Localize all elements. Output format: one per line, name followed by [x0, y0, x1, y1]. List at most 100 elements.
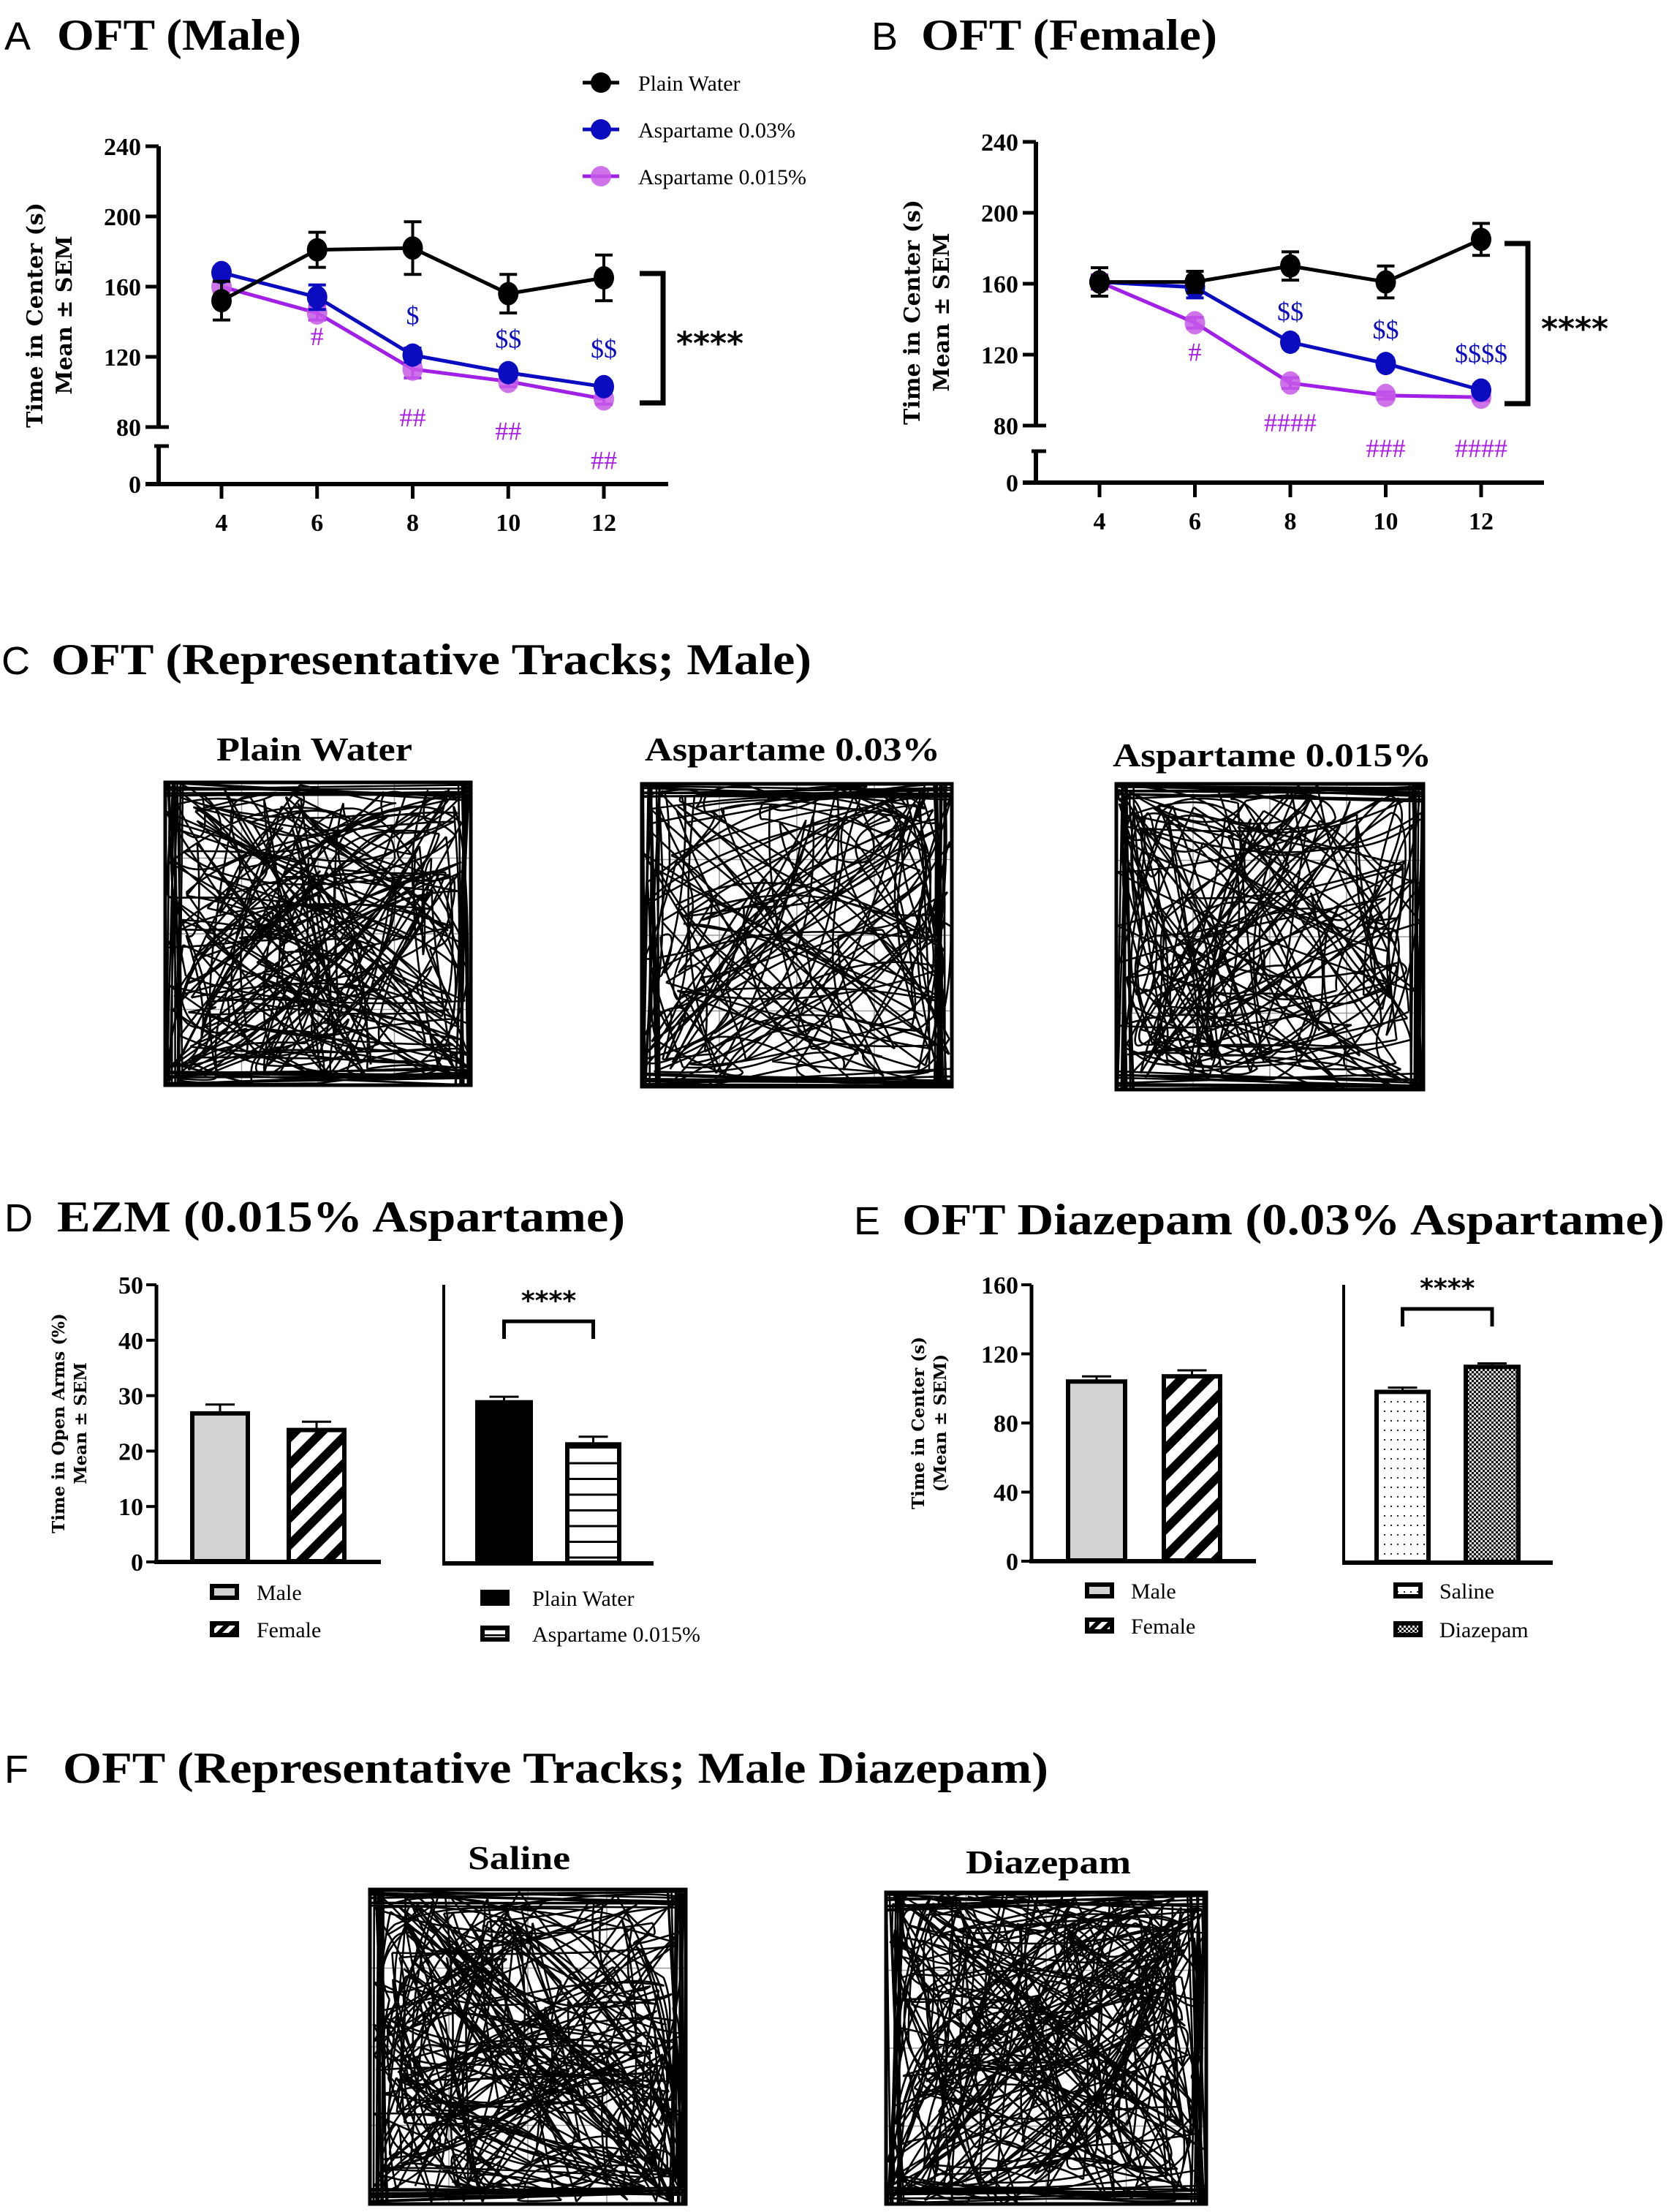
y-tick-label: 80: [116, 415, 141, 442]
y-axis-label: Time in Open Arms (%) Mean ± SEM: [49, 1313, 91, 1533]
significance-bracket: [502, 1319, 595, 1339]
y-tick-label: 240: [981, 129, 1018, 156]
legend-marker-swatch: [591, 72, 611, 93]
x-tick-label: 8: [406, 510, 419, 537]
y-tick-label: 0: [131, 1549, 143, 1577]
panel-title-f: OFT (Representative Tracks; Male Diazepa…: [63, 1744, 1048, 1792]
legend-label: Aspartame 0.03%: [638, 118, 795, 143]
bar-aspartame-0-015-: [565, 1442, 621, 1565]
movement-track-wall: [369, 1889, 686, 2205]
data-point: [402, 236, 423, 260]
sig-label-0015: ##: [495, 417, 521, 446]
data-point: [1280, 331, 1301, 355]
data-point: [211, 289, 232, 313]
panel-title-e: OFT Diazepam (0.03% Aspartame): [902, 1196, 1665, 1244]
series-aspartame-0-03-: [211, 260, 614, 399]
panel-title-b: OFT (Female): [921, 11, 1217, 59]
movement-track: [1116, 783, 1424, 1090]
data-point: [1471, 227, 1491, 252]
y-tick-label: 0: [129, 472, 141, 499]
y-tick-label: 240: [104, 134, 141, 161]
panel-title-d: EZM (0.015% Aspartame): [57, 1193, 625, 1241]
sig-label-003: $$: [1277, 297, 1303, 326]
data-point: [1089, 270, 1110, 294]
data-point: [1375, 383, 1396, 407]
panel-b-header: B OFT (Female): [871, 11, 1217, 59]
sig-label-003: $: [406, 301, 420, 331]
arena-border: [163, 780, 473, 1087]
legend-label: Aspartame 0.015%: [532, 1623, 700, 1647]
legend-swatch: [1085, 1582, 1114, 1598]
legend-label: Plain Water: [532, 1587, 635, 1611]
y-axis-subtitle: (Mean ± SEM): [931, 1354, 950, 1492]
y-tick-label: 200: [104, 204, 141, 231]
data-point: [1375, 270, 1396, 294]
chart-oft-female: 0 80 120 160 200 240 4 6 8 10 12 Time in Center (s)…: [900, 129, 1608, 535]
data-point: [1184, 311, 1206, 335]
x-tick-label: 8: [1284, 508, 1297, 535]
bar-saline: [1374, 1389, 1431, 1564]
data-point: [1471, 378, 1491, 402]
bar-plain-water: [475, 1400, 533, 1566]
legend-label: Diazepam: [1439, 1618, 1529, 1642]
bar-group-2: Plain Water Aspartame 0.015% ****: [475, 1286, 700, 1647]
line-legend: Plain Water Aspartame 0.03% Aspartame 0.01…: [583, 72, 806, 189]
y-tick-label: 10: [118, 1494, 143, 1521]
y-axis-label: Time in Center (s) Mean ± SEM: [23, 203, 77, 428]
legend-label: Male: [1131, 1579, 1176, 1604]
series-aspartame-0-015-: [211, 275, 614, 411]
legend-swatch: [210, 1584, 239, 1600]
chart-oft-diazepam: 0 40 80 120 160 Time in Center (s) (Mean ± SEM…: [909, 1272, 1553, 1642]
arena-border: [884, 1890, 1208, 2206]
legend-marker-swatch: [591, 119, 611, 140]
y-axis-label: Time in Center (s) (Mean ± SEM): [909, 1337, 950, 1509]
y-axis-subtitle: Mean ± SEM: [71, 1362, 91, 1484]
x-tick-label: 6: [1189, 508, 1201, 535]
track-plot-aspartame-0015: [1114, 782, 1426, 1092]
x-tick-label: 12: [1469, 508, 1494, 535]
legend-swatch: [1393, 1582, 1423, 1598]
significance-bracket: [1505, 241, 1531, 407]
y-tick-label: 160: [981, 271, 1018, 298]
x-tick-label: 10: [1374, 508, 1399, 535]
series-plain-water: [1089, 222, 1491, 300]
data-point: [1280, 371, 1301, 395]
y-tick-label: 120: [104, 344, 141, 371]
data-point: [402, 343, 423, 367]
y-tick-label: 120: [981, 1342, 1018, 1369]
significance-stars: ****: [676, 325, 743, 363]
legend-swatch: [210, 1621, 239, 1637]
bar-female: [1162, 1374, 1222, 1563]
panel-letter-e: E: [854, 1199, 880, 1243]
y-tick-label: 0: [1006, 470, 1018, 497]
panel-f-tracks: Saline Diazepam: [368, 1839, 1208, 2206]
data-point: [1184, 270, 1206, 294]
sig-label-003: $$: [1373, 315, 1399, 344]
movement-track: [887, 1892, 1206, 2205]
bar-male: [190, 1411, 250, 1563]
series-plain-water: [211, 220, 614, 322]
y-tick-label: 30: [118, 1384, 143, 1411]
track-label-aspartame-0015: Aspartame 0.015%: [1113, 736, 1431, 774]
y-tick-label: 50: [118, 1272, 143, 1299]
movement-track-wall: [641, 783, 953, 1087]
panel-c-tracks: Plain Water Aspartame 0.03% Aspartame 0.…: [163, 731, 1431, 1092]
y-tick-label: 200: [981, 200, 1018, 227]
legend-swatch: [1393, 1621, 1423, 1637]
y-axis-subtitle: Mean ± SEM: [52, 235, 77, 394]
sig-label-003: $$: [591, 334, 617, 363]
x-tick-label: 4: [216, 510, 228, 537]
significance-stars: ****: [521, 1286, 576, 1316]
arena-border: [640, 782, 954, 1089]
legend-label: Plain Water: [638, 72, 741, 96]
panel-e-header: E OFT Diazepam (0.03% Aspartame): [854, 1196, 1665, 1244]
data-point: [594, 266, 614, 290]
data-point: [498, 282, 519, 306]
panel-title-a: OFT (Male): [57, 11, 301, 59]
movement-track: [372, 1889, 686, 2204]
track-plot-plain-water: [163, 780, 473, 1087]
y-axis-title: Time in Center (s): [23, 203, 48, 428]
chart-oft-male: 0 80 120 160 200 240 4 6 8 10 12 Time in Center (s)…: [23, 134, 743, 537]
y-tick-label: 160: [981, 1272, 1018, 1299]
sig-label-0015: ####: [1264, 408, 1317, 437]
